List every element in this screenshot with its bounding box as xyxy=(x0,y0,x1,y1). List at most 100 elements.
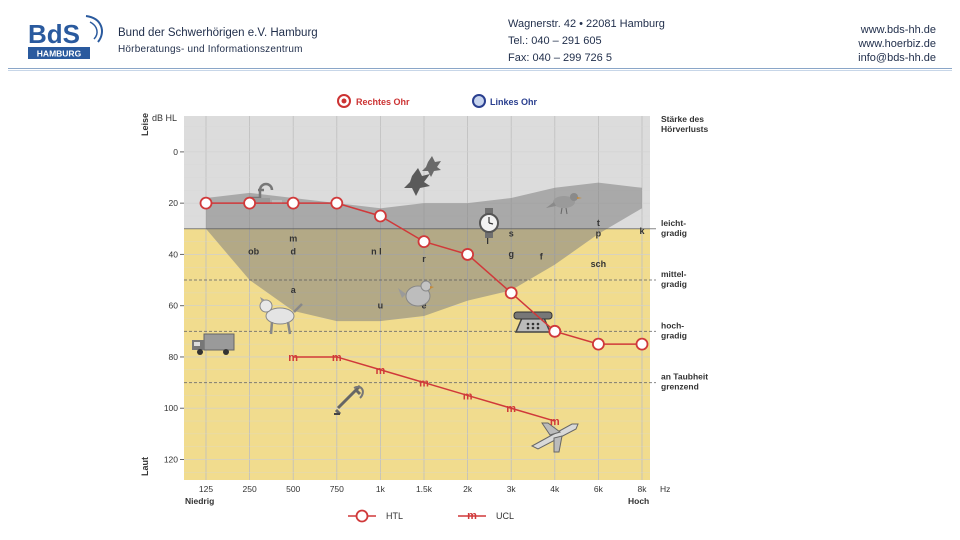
severity-label: leicht-gradig xyxy=(661,218,687,238)
speech-banana xyxy=(206,182,642,322)
x-tick-label: 125 xyxy=(199,484,213,494)
bird-icon xyxy=(546,193,582,215)
truck-icon xyxy=(192,333,235,355)
ucl-point: m xyxy=(419,378,429,390)
legend-label-right: Rechtes Ohr xyxy=(356,97,410,107)
htl-point xyxy=(373,209,387,223)
severity-lines xyxy=(184,228,656,384)
y-tick-label: 0 xyxy=(173,147,178,157)
x-tick-label: 750 xyxy=(330,484,344,494)
phoneme-label: k xyxy=(639,226,645,236)
x-tick-label: 6k xyxy=(594,484,604,494)
logo-subtext: HAMBURG xyxy=(37,49,82,59)
phoneme-label: ob xyxy=(248,246,259,256)
audiogram-chart: dB HL Leise Laut 0 20 40 60 80 100 120 125 250 5… xyxy=(132,88,728,530)
legend-top: Rechtes Ohr Linkes Ohr xyxy=(337,94,538,108)
ucl-series: m m m m m m m xyxy=(288,352,560,428)
x-tick-label: 4k xyxy=(550,484,560,494)
ucl-line xyxy=(293,356,556,422)
x-tick-label: 1k xyxy=(376,484,386,494)
phoneme-label: a xyxy=(291,285,297,295)
htl-point xyxy=(286,196,300,210)
severity-label: hoch-gradig xyxy=(661,320,687,340)
x-tick-label: 500 xyxy=(286,484,300,494)
y-label-bottom: Laut xyxy=(140,457,150,476)
severity-title: Stärke des Hörverlusts xyxy=(661,114,709,134)
x-label-right: Hoch xyxy=(628,496,649,506)
email-link[interactable]: info@bds-hh.de xyxy=(858,52,936,64)
x-tick-label: 3k xyxy=(507,484,517,494)
severity-labels: leicht-gradig mittel-gradig hoch-gradig an … xyxy=(661,218,708,392)
htl-point xyxy=(591,337,605,351)
bds-logo: BdS HAMBURG xyxy=(28,15,103,59)
ucl-point: m xyxy=(506,403,516,415)
htl-point xyxy=(548,324,562,338)
x-tick-label: 8k xyxy=(638,484,648,494)
y-tick-label: 80 xyxy=(169,352,179,362)
audiogram-svg: dB HL Leise Laut 0 20 40 60 80 100 120 125 250 5… xyxy=(140,94,709,523)
phoneme-label: sch xyxy=(591,259,607,269)
phoneme-label: u xyxy=(378,300,384,310)
telephone-icon xyxy=(513,311,553,333)
ucl-point: m xyxy=(463,390,473,402)
phoneme-label: f xyxy=(540,252,544,262)
header-divider xyxy=(8,68,952,69)
legend-label-left: Linkes Ohr xyxy=(490,97,538,107)
phoneme-label: t xyxy=(597,218,600,228)
htl-point xyxy=(504,286,518,300)
y-ticks: 0 20 40 60 80 100 120 xyxy=(164,147,184,464)
y-tick-label: 100 xyxy=(164,403,178,413)
y-unit-label: dB HL xyxy=(152,113,177,123)
htl-point xyxy=(417,235,431,249)
y-tick-label: 20 xyxy=(169,198,179,208)
y-tick-label: 120 xyxy=(164,454,178,464)
website-link[interactable]: www.hoerbiz.de xyxy=(858,38,936,50)
phoneme-label: l xyxy=(486,236,489,246)
org-name: Bund der Schwerhörigen e.V. Hamburg xyxy=(118,27,318,39)
severity-label: mittel-gradig xyxy=(661,269,687,289)
y-label-top: Leise xyxy=(140,113,150,136)
org-subtitle: Hörberatungs- und Informationszentrum xyxy=(118,44,303,55)
x-tick-label: 2k xyxy=(463,484,473,494)
ucl-point: m xyxy=(550,416,560,428)
x-ticks: 125 250 500 750 1k 1.5k 2k 3k 4k 6k 8k Hz xyxy=(199,484,670,494)
phoneme-label: r xyxy=(422,254,426,264)
phoneme-label: s xyxy=(509,228,514,238)
leaves-icon xyxy=(404,156,441,196)
legend-marker-left xyxy=(472,94,486,108)
phoneme-label: d xyxy=(290,246,296,256)
fax-line: Fax: 040 – 299 726 5 xyxy=(508,52,612,64)
phoneme-label: g xyxy=(508,249,514,259)
legend-marker-ucl: m xyxy=(467,510,477,522)
x-tick-label: 250 xyxy=(243,484,257,494)
faucet-icon xyxy=(248,182,282,204)
htl-point xyxy=(330,196,344,210)
legend-bottom: HTL m UCL xyxy=(348,509,514,523)
watch-icon xyxy=(479,208,499,238)
phoneme-label: p xyxy=(596,228,602,238)
dog-icon xyxy=(259,297,303,335)
address-line: Wagnerstr. 42 • 22081 Hamburg xyxy=(508,18,665,30)
phoneme-label: n l xyxy=(371,246,382,256)
htl-point xyxy=(243,196,256,210)
y-tick-label: 60 xyxy=(169,301,179,311)
legend-label-htl: HTL xyxy=(386,511,403,521)
phone-line: Tel.: 040 – 291 605 xyxy=(508,35,602,47)
x-label-left: Niedrig xyxy=(185,496,214,506)
hen-icon xyxy=(398,280,434,307)
logo-text: BdS xyxy=(28,19,80,49)
htl-series xyxy=(199,196,649,351)
phoneme-label: m xyxy=(289,234,297,244)
header-divider xyxy=(8,70,952,71)
legend-label-ucl: UCL xyxy=(496,511,514,521)
ucl-point: m xyxy=(288,352,298,364)
htl-point xyxy=(635,337,649,351)
x-tick-label: 1.5k xyxy=(416,484,433,494)
website-link[interactable]: www.bds-hh.de xyxy=(860,24,936,36)
severity-label: an Taubheit grenzend xyxy=(661,372,708,392)
phoneme-label: e xyxy=(421,300,426,310)
x-unit-label: Hz xyxy=(660,484,670,494)
legend-marker-htl xyxy=(355,509,369,523)
ucl-point: m xyxy=(376,365,386,377)
y-tick-label: 40 xyxy=(169,249,179,259)
